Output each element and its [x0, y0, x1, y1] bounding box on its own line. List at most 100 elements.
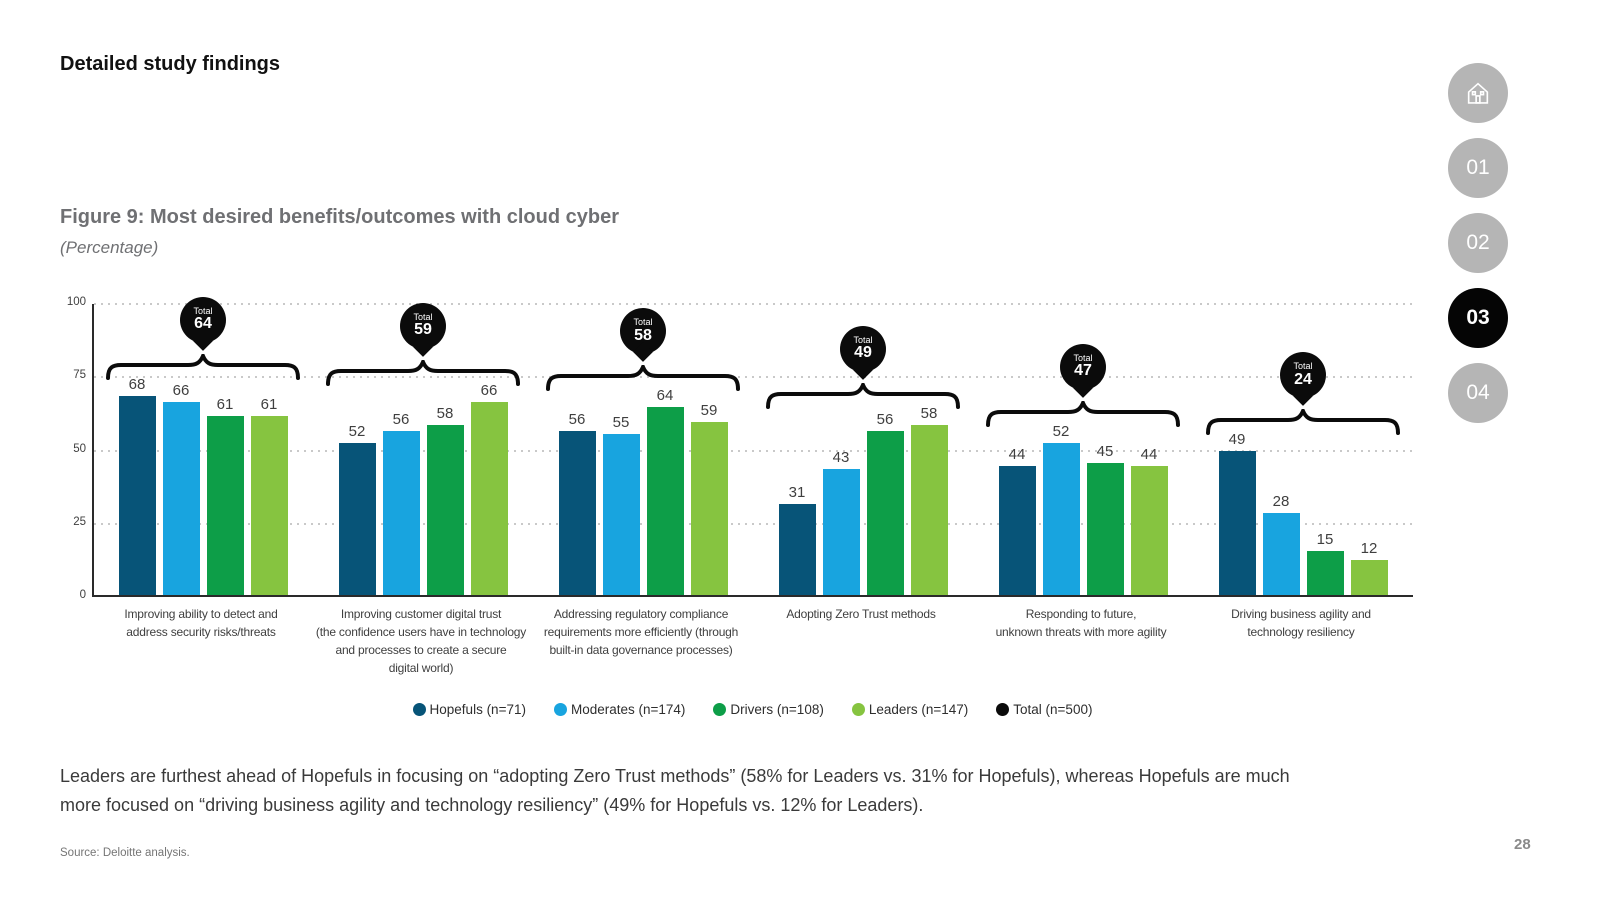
- bar-value-label: 59: [700, 402, 718, 420]
- total-brace: [986, 400, 1180, 427]
- nav-button-02[interactable]: 02: [1448, 213, 1508, 273]
- bar-value-label: 28: [1272, 492, 1290, 510]
- total-bubble-value: 24: [1294, 370, 1312, 388]
- bar-value-label: 56: [568, 410, 586, 428]
- total-bubble-caption: Total: [633, 317, 653, 328]
- total-bubble: Total 24: [1280, 352, 1326, 399]
- bar-value-label: 43: [832, 449, 850, 467]
- bar-hopefuls: [998, 466, 1036, 595]
- x-category-label: Improving ability to detect and address …: [124, 607, 278, 639]
- bar-group: 68 66 61 61 Total 64: [103, 296, 303, 595]
- bar-value-label: 61: [260, 396, 278, 414]
- nav-button-04[interactable]: 04: [1448, 363, 1508, 423]
- total-bubble: Total 59: [400, 302, 446, 349]
- nav-button-01[interactable]: 01: [1448, 138, 1508, 198]
- nav-button-03[interactable]: 03: [1448, 288, 1508, 348]
- bar-value-label: 66: [172, 381, 190, 399]
- total-bubble: Total 64: [180, 296, 226, 343]
- bar-leaders: [910, 425, 948, 595]
- figure-title: Figure 9: Most desired benefits/outcomes…: [60, 206, 619, 228]
- page-title: Detailed study findings: [60, 53, 281, 75]
- total-bubble-caption: Total: [413, 311, 433, 322]
- bar-value-label: 56: [392, 410, 410, 428]
- gridline: [94, 303, 1413, 305]
- finding-paragraph: Leaders are furthest ahead of Hopefuls i…: [60, 766, 1290, 816]
- bar-value-label: 44: [1008, 446, 1026, 464]
- legend-marker-icon: [851, 703, 865, 716]
- y-tick-label: 75: [73, 369, 86, 382]
- bar-group: 52 56 58 66 Total 59: [323, 302, 523, 595]
- bar-value-label: 66: [480, 381, 498, 399]
- plot-area: 68 66 61 61 Total 64 52 56 58 66 Total 59 56 55 64 59 To…: [92, 296, 1413, 597]
- bar-value-label: 55: [612, 413, 630, 431]
- bar-value-label: 44: [1140, 446, 1158, 464]
- total-bubble-value: 58: [634, 326, 652, 344]
- bar-leaders: [1130, 466, 1168, 595]
- legend-item: Leaders (n=147): [851, 702, 969, 717]
- bar-value-label: 12: [1360, 539, 1378, 557]
- bar-hopefuls: [338, 442, 376, 595]
- total-bubble-value: 59: [414, 320, 432, 338]
- bar-moderates: [602, 433, 640, 595]
- bar-leaders: [1350, 559, 1388, 595]
- total-bubble-caption: Total: [1293, 361, 1313, 372]
- y-tick-label: 25: [73, 515, 86, 528]
- bar-value-label: 52: [1052, 422, 1070, 440]
- bar-value-label: 56: [876, 410, 894, 428]
- total-bubble-caption: Total: [1073, 352, 1093, 363]
- x-category-label: Responding to future, unknown threats wi…: [995, 607, 1167, 639]
- legend-label: Total (n=500): [1013, 702, 1093, 717]
- bar-value-label: 15: [1316, 531, 1334, 549]
- legend-marker-icon: [713, 703, 727, 716]
- gridline: [94, 522, 1413, 525]
- bar-drivers: [646, 407, 684, 595]
- bar-drivers: [1306, 551, 1344, 595]
- x-category-label: Driving business agility and technology …: [1231, 607, 1371, 639]
- y-tick-label: 50: [73, 442, 86, 455]
- bar-moderates: [822, 469, 860, 595]
- bar-value-label: 49: [1228, 431, 1246, 449]
- total-bubble-value: 64: [194, 315, 212, 333]
- bar-value-label: 61: [216, 396, 234, 414]
- legend-label: Drivers (n=108): [730, 702, 824, 717]
- total-bubble-caption: Total: [853, 334, 873, 345]
- legend-label: Hopefuls (n=71): [429, 702, 526, 717]
- legend-marker-icon: [553, 703, 567, 716]
- bar-value-label: 31: [788, 484, 806, 502]
- bar-leaders: [690, 422, 728, 595]
- bar-drivers: [1086, 463, 1124, 595]
- chart-legend: Hopefuls (n=71) Moderates (n=174) Drivers …: [92, 702, 1413, 717]
- bar-group: 56 55 64 59 Total 58: [543, 304, 743, 595]
- y-tick-label: 0: [79, 589, 86, 601]
- home-icon: [1467, 82, 1489, 104]
- source-note: Source: Deloitte analysis.: [60, 847, 190, 859]
- total-brace: [326, 359, 520, 386]
- bar-leaders: [470, 401, 508, 595]
- total-bubble-caption: Total: [193, 305, 213, 316]
- home-button[interactable]: [1448, 63, 1508, 123]
- x-category-label: Adopting Zero Trust methods: [786, 607, 936, 621]
- bar-value-label: 52: [348, 422, 366, 440]
- bar-value-label: 64: [656, 387, 674, 405]
- total-brace: [766, 383, 960, 410]
- bar-chart: 0 25 50 75 100 68 66 61 61 Total 64 52 56 58 66 Total 5…: [60, 290, 1440, 740]
- bar-value-label: 68: [128, 375, 146, 393]
- bar-value-label: 58: [920, 405, 938, 423]
- total-brace: [546, 365, 740, 392]
- x-category-label: Improving customer digital trust (the co…: [315, 607, 527, 675]
- total-brace: [106, 353, 300, 380]
- legend-label: Leaders (n=147): [868, 702, 969, 717]
- total-brace: [1206, 409, 1400, 436]
- legend-label: Moderates (n=174): [570, 702, 686, 717]
- bar-drivers: [866, 430, 904, 595]
- gridline: [94, 449, 1413, 452]
- bar-leaders: [250, 416, 288, 595]
- legend-marker-icon: [412, 703, 426, 716]
- gridline: [94, 376, 1413, 379]
- y-tick-label: 100: [66, 296, 86, 308]
- legend-item: Moderates (n=174): [553, 702, 686, 717]
- total-bubble-value: 47: [1074, 361, 1092, 379]
- bar-value-label: 45: [1096, 443, 1114, 461]
- bar-hopefuls: [778, 504, 816, 595]
